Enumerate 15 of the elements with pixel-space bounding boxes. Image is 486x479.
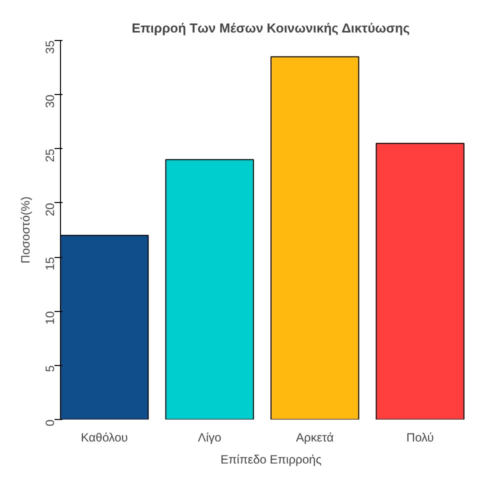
x-tick-label: Λίγο xyxy=(198,430,222,444)
x-tick-label: Αρκετά xyxy=(296,430,334,444)
y-tick-label: 15 xyxy=(43,256,57,270)
x-axis-title: Επίπεδο Επιρροής xyxy=(220,452,322,466)
y-tick-label: 20 xyxy=(43,202,57,216)
x-tick-label: Πολύ xyxy=(406,430,434,444)
x-tick-label: Καθόλου xyxy=(80,430,128,444)
y-axis-title: Ποσοστό(%) xyxy=(18,196,32,264)
chart-title: Επιρροή Των Μέσων Κοινωνικής Δικτύωσης xyxy=(132,20,410,36)
y-tick-label: 5 xyxy=(43,365,57,372)
y-tick-label: 25 xyxy=(43,148,57,162)
y-tick-label: 30 xyxy=(43,94,57,108)
y-tick-label: 35 xyxy=(43,40,57,54)
y-tick-label: 10 xyxy=(43,310,57,325)
y-tick-label: 0 xyxy=(43,419,57,426)
